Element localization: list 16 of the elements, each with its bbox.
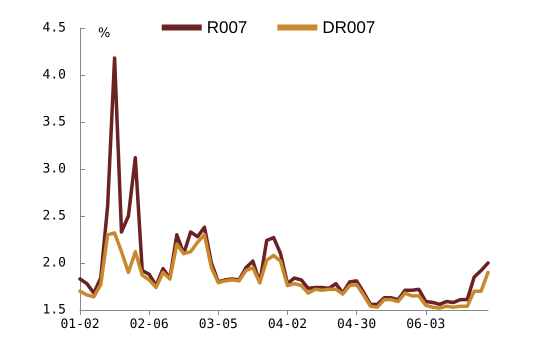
x-tick-label: 04-30 bbox=[337, 317, 376, 332]
legend-label: R007 bbox=[206, 18, 248, 37]
y-tick-label: 3.0 bbox=[42, 162, 66, 176]
x-tick-label: 01-02 bbox=[60, 317, 100, 332]
y-tick-label: 1.5 bbox=[42, 302, 66, 318]
y-tick-label: 2.5 bbox=[42, 208, 66, 224]
y-tick-label: 3.5 bbox=[42, 114, 66, 130]
x-tick-label: 02-06 bbox=[130, 317, 169, 332]
y-tick-label: 2.0 bbox=[42, 256, 66, 270]
x-tick-label: 04-02 bbox=[268, 317, 308, 332]
legend-label: DR007 bbox=[322, 18, 376, 37]
x-tick-label: 03-05 bbox=[198, 317, 238, 332]
y-axis-title: % bbox=[98, 26, 110, 41]
x-tick-label: 06-03 bbox=[406, 317, 446, 332]
y-tick-label: 4.5 bbox=[42, 20, 66, 36]
y-tick-label: 4.0 bbox=[42, 68, 66, 82]
